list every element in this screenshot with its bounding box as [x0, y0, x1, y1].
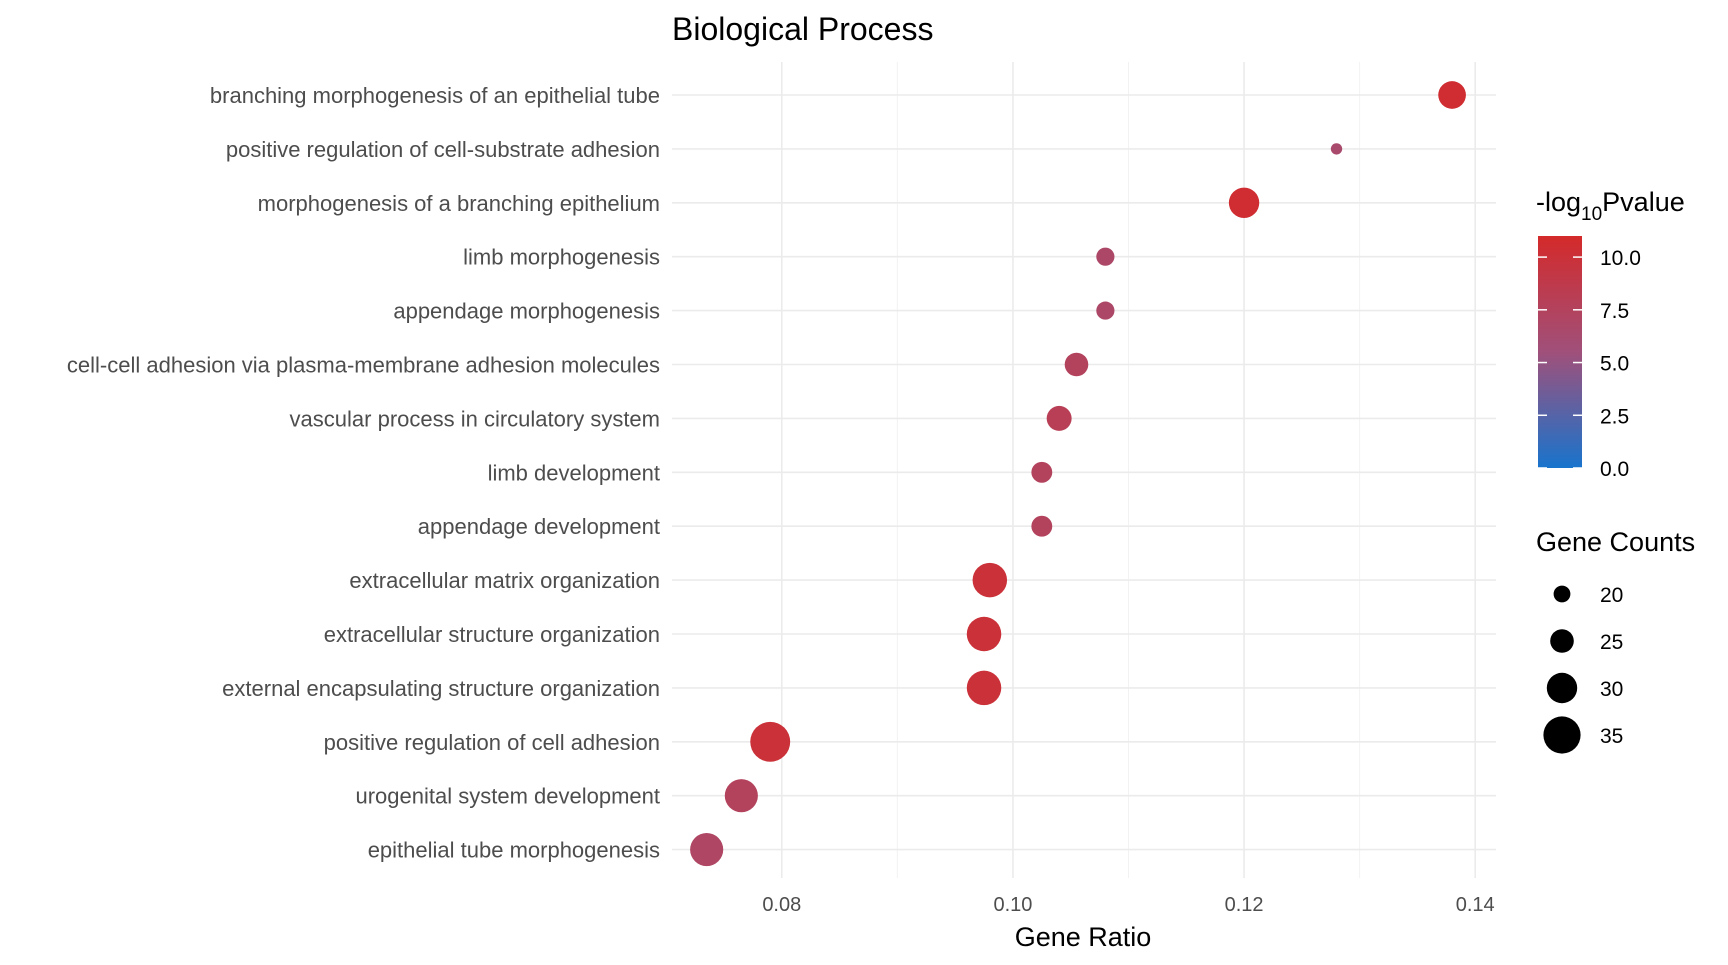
- data-points: [690, 81, 1466, 867]
- y-tick-label: appendage development: [418, 514, 660, 539]
- data-point: [1031, 461, 1053, 483]
- data-point: [1330, 143, 1343, 155]
- color-bar-ticks: 0.0 2.5 5.0 7.5 10.0: [1538, 247, 1641, 481]
- chart-title: Biological Process: [672, 11, 933, 47]
- data-point: [1064, 352, 1089, 377]
- x-tick-label: 0.08: [762, 894, 801, 916]
- size-legend-key: [1546, 672, 1578, 704]
- y-tick-label: morphogenesis of a branching epithelium: [258, 191, 660, 216]
- size-legend-key: [1550, 629, 1574, 653]
- y-axis-labels: branching morphogenesis of an epithelial…: [67, 83, 660, 863]
- y-tick-label: limb development: [488, 460, 660, 485]
- size-legend-keys: 20 25 30 35: [1543, 584, 1623, 754]
- data-point: [966, 616, 1002, 652]
- data-point: [1228, 187, 1260, 218]
- color-legend-title-sub: 10: [1581, 204, 1602, 225]
- color-bar-tick-label: 10.0: [1600, 247, 1641, 270]
- y-tick-label: cell-cell adhesion via plasma-membrane a…: [67, 353, 660, 378]
- x-tick-label: 0.10: [993, 894, 1032, 916]
- y-tick-label: epithelial tube morphogenesis: [368, 838, 660, 863]
- color-legend-title-suffix: Pvalue: [1602, 187, 1685, 217]
- x-tick-label: 0.12: [1225, 894, 1264, 916]
- size-legend-label: 25: [1600, 631, 1623, 654]
- data-point: [1096, 301, 1115, 320]
- size-legend-label: 30: [1600, 678, 1623, 701]
- color-legend: -log10Pvalue 0.0 2.5 5.0 7.5 10.0: [1536, 187, 1685, 481]
- color-bar-tick-label: 2.5: [1600, 405, 1629, 428]
- y-tick-label: branching morphogenesis of an epithelial…: [210, 83, 660, 108]
- y-tick-label: positive regulation of cell-substrate ad…: [226, 137, 660, 162]
- y-tick-label: positive regulation of cell adhesion: [324, 730, 660, 755]
- x-axis-ticks: 0.08 0.10 0.12 0.14: [762, 894, 1494, 916]
- size-legend: Gene Counts 20 25 30 35: [1536, 527, 1695, 754]
- gridlines: [672, 62, 1496, 878]
- size-legend-label: 20: [1600, 584, 1623, 607]
- y-tick-label: appendage morphogenesis: [393, 299, 660, 324]
- data-point: [966, 670, 1002, 706]
- y-tick-label: extracellular structure organization: [324, 622, 660, 647]
- size-legend-label: 35: [1600, 725, 1623, 748]
- data-point: [1031, 515, 1053, 537]
- color-legend-title-prefix: -log: [1536, 187, 1581, 217]
- y-tick-label: extracellular matrix organization: [349, 568, 660, 593]
- color-bar-tick-label: 5.0: [1600, 353, 1629, 376]
- size-legend-key: [1543, 716, 1581, 754]
- data-point: [1438, 81, 1466, 109]
- data-point: [1046, 405, 1072, 431]
- data-point: [690, 833, 724, 867]
- y-tick-label: urogenital system development: [356, 784, 661, 809]
- x-axis-title: Gene Ratio: [1015, 922, 1152, 952]
- size-legend-key: [1553, 585, 1571, 603]
- color-bar-tick-label: 7.5: [1600, 300, 1629, 323]
- data-point: [724, 779, 758, 813]
- color-bar-tick-label: 0.0: [1600, 458, 1629, 481]
- data-point: [972, 562, 1008, 598]
- size-legend-title: Gene Counts: [1536, 527, 1695, 557]
- color-legend-title: -log10Pvalue: [1536, 187, 1685, 225]
- y-tick-label: vascular process in circulatory system: [290, 406, 660, 431]
- color-bar: [1538, 236, 1582, 468]
- data-point: [750, 721, 791, 762]
- y-tick-label: external encapsulating structure organiz…: [222, 676, 660, 701]
- data-point: [1096, 247, 1115, 266]
- y-tick-label: limb morphogenesis: [463, 245, 660, 270]
- x-tick-label: 0.14: [1456, 894, 1495, 916]
